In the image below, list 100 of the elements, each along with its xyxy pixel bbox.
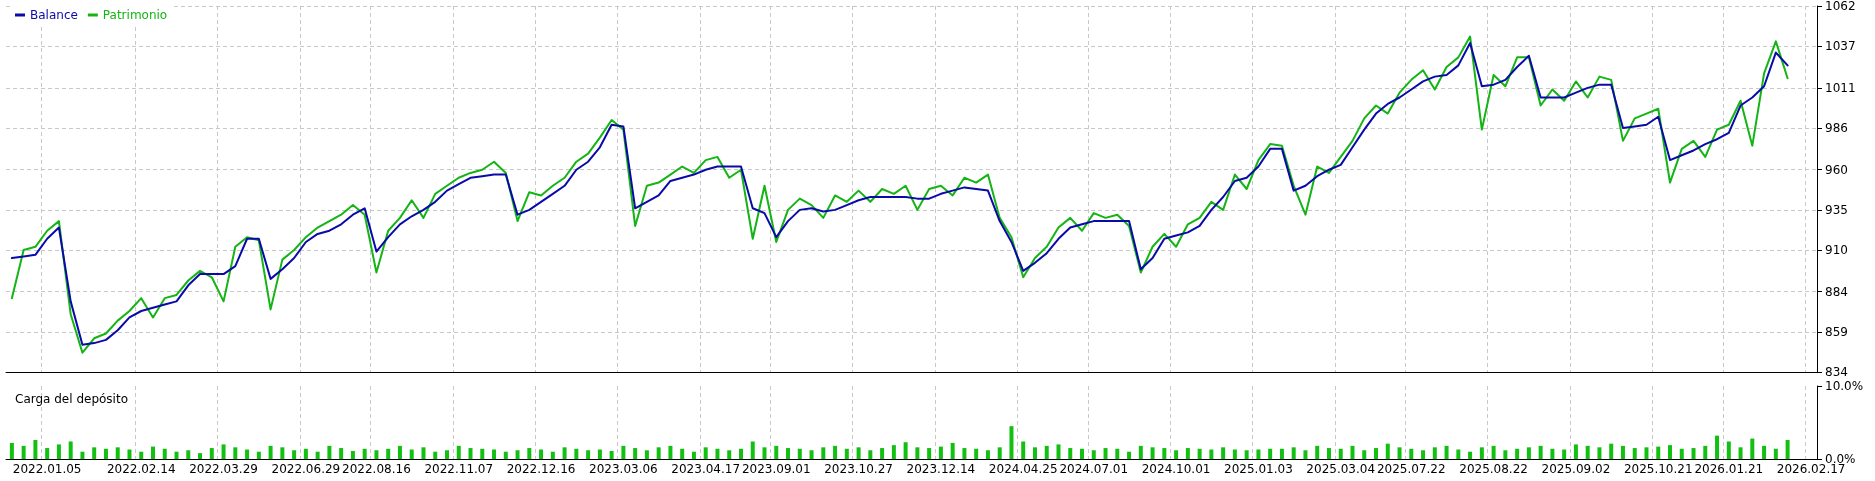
- bar: [139, 451, 144, 459]
- bar: [1726, 441, 1731, 459]
- bar: [198, 453, 203, 459]
- bar: [938, 446, 943, 459]
- bar: [1021, 441, 1026, 459]
- bar: [80, 451, 85, 459]
- bar: [1256, 449, 1261, 459]
- bar: [1785, 440, 1790, 459]
- bar: [127, 449, 132, 459]
- bar: [1279, 448, 1284, 459]
- bar: [1468, 451, 1473, 459]
- bar: [1715, 435, 1720, 459]
- bar: [1609, 443, 1614, 459]
- bar: [821, 447, 826, 459]
- bar: [56, 444, 61, 459]
- bar: [691, 451, 696, 459]
- bar: [115, 447, 120, 459]
- bar: [1174, 450, 1179, 459]
- bar: [1585, 445, 1590, 459]
- bar: [1503, 450, 1508, 459]
- bar: [350, 450, 355, 459]
- bar: [1374, 448, 1379, 459]
- bar: [680, 448, 685, 459]
- bar: [1385, 443, 1390, 459]
- bar: [1291, 447, 1296, 459]
- bar: [527, 448, 532, 459]
- bar: [1656, 446, 1661, 459]
- bar: [1315, 445, 1320, 459]
- bar: [750, 441, 755, 459]
- y-tick-label: 935: [1825, 202, 1848, 217]
- bar: [1526, 447, 1531, 459]
- bar: [950, 442, 955, 459]
- bar: [21, 445, 26, 459]
- bar: [45, 448, 50, 459]
- bar: [1750, 438, 1755, 459]
- bar: [1632, 448, 1637, 459]
- bar: [786, 448, 791, 459]
- bar: [809, 450, 814, 459]
- bar: [868, 450, 873, 459]
- bar: [727, 450, 732, 459]
- bar: [1044, 445, 1049, 459]
- bar: [1668, 445, 1672, 459]
- bar: [1209, 449, 1214, 459]
- bar: [891, 445, 896, 459]
- bar: [468, 448, 473, 459]
- bar: [1244, 450, 1249, 459]
- x-tick-label: 2023.10.27: [824, 462, 893, 476]
- x-tick-label: 2022.12.16: [506, 462, 576, 476]
- x-tick-label: 2025.09.02: [1541, 462, 1611, 476]
- x-tick-label: 2025.10.21: [1623, 462, 1693, 476]
- x-tick-label: 2023.03.06: [589, 462, 658, 476]
- y-tick-label: 910: [1825, 243, 1848, 257]
- bar: [245, 449, 250, 459]
- bar: [633, 448, 638, 459]
- bar: [927, 448, 932, 459]
- bar: [621, 445, 626, 459]
- bar: [1362, 450, 1367, 459]
- bar: [1103, 448, 1108, 459]
- y-tick-label: 1062: [1825, 0, 1856, 13]
- bar: [280, 447, 285, 459]
- bar: [597, 449, 602, 459]
- bar: [492, 449, 497, 459]
- x-tick-label: 2022.06.29: [271, 462, 341, 476]
- bar: [550, 451, 555, 459]
- bar: [703, 447, 708, 459]
- bar: [1479, 447, 1484, 459]
- x-tick-label: 2025.08.22: [1459, 462, 1528, 476]
- bar: [303, 448, 308, 459]
- y-tick-label: 1011: [1825, 80, 1856, 95]
- bar: [1056, 444, 1061, 459]
- bar: [1538, 445, 1543, 459]
- bar: [1032, 447, 1037, 459]
- bar: [33, 440, 38, 459]
- x-tick-label: 2025.01.03: [1224, 462, 1293, 476]
- bar: [1150, 447, 1155, 459]
- bar: [1115, 448, 1120, 459]
- bar: [1491, 445, 1496, 459]
- bar: [209, 448, 214, 459]
- y-tick-label: 859: [1825, 324, 1848, 339]
- bar: [997, 447, 1002, 459]
- bar: [1350, 445, 1355, 459]
- bar: [1773, 448, 1778, 459]
- bar: [1268, 448, 1273, 459]
- bar: [1738, 447, 1743, 459]
- bar: [480, 448, 485, 459]
- bar: [974, 448, 979, 459]
- bar: [774, 445, 779, 459]
- bar: [221, 444, 226, 459]
- bar: [833, 445, 838, 459]
- bar: [1409, 448, 1414, 459]
- bar: [374, 450, 379, 459]
- bar: [421, 447, 426, 459]
- bar: [1068, 448, 1073, 459]
- bar: [1456, 449, 1461, 459]
- bar: [880, 448, 885, 459]
- bar: [397, 445, 402, 459]
- y-tick-label: 1037: [1825, 39, 1856, 54]
- x-tick-label: 2022.01.05: [12, 462, 82, 476]
- bar: [644, 450, 649, 459]
- bar: [1444, 445, 1449, 459]
